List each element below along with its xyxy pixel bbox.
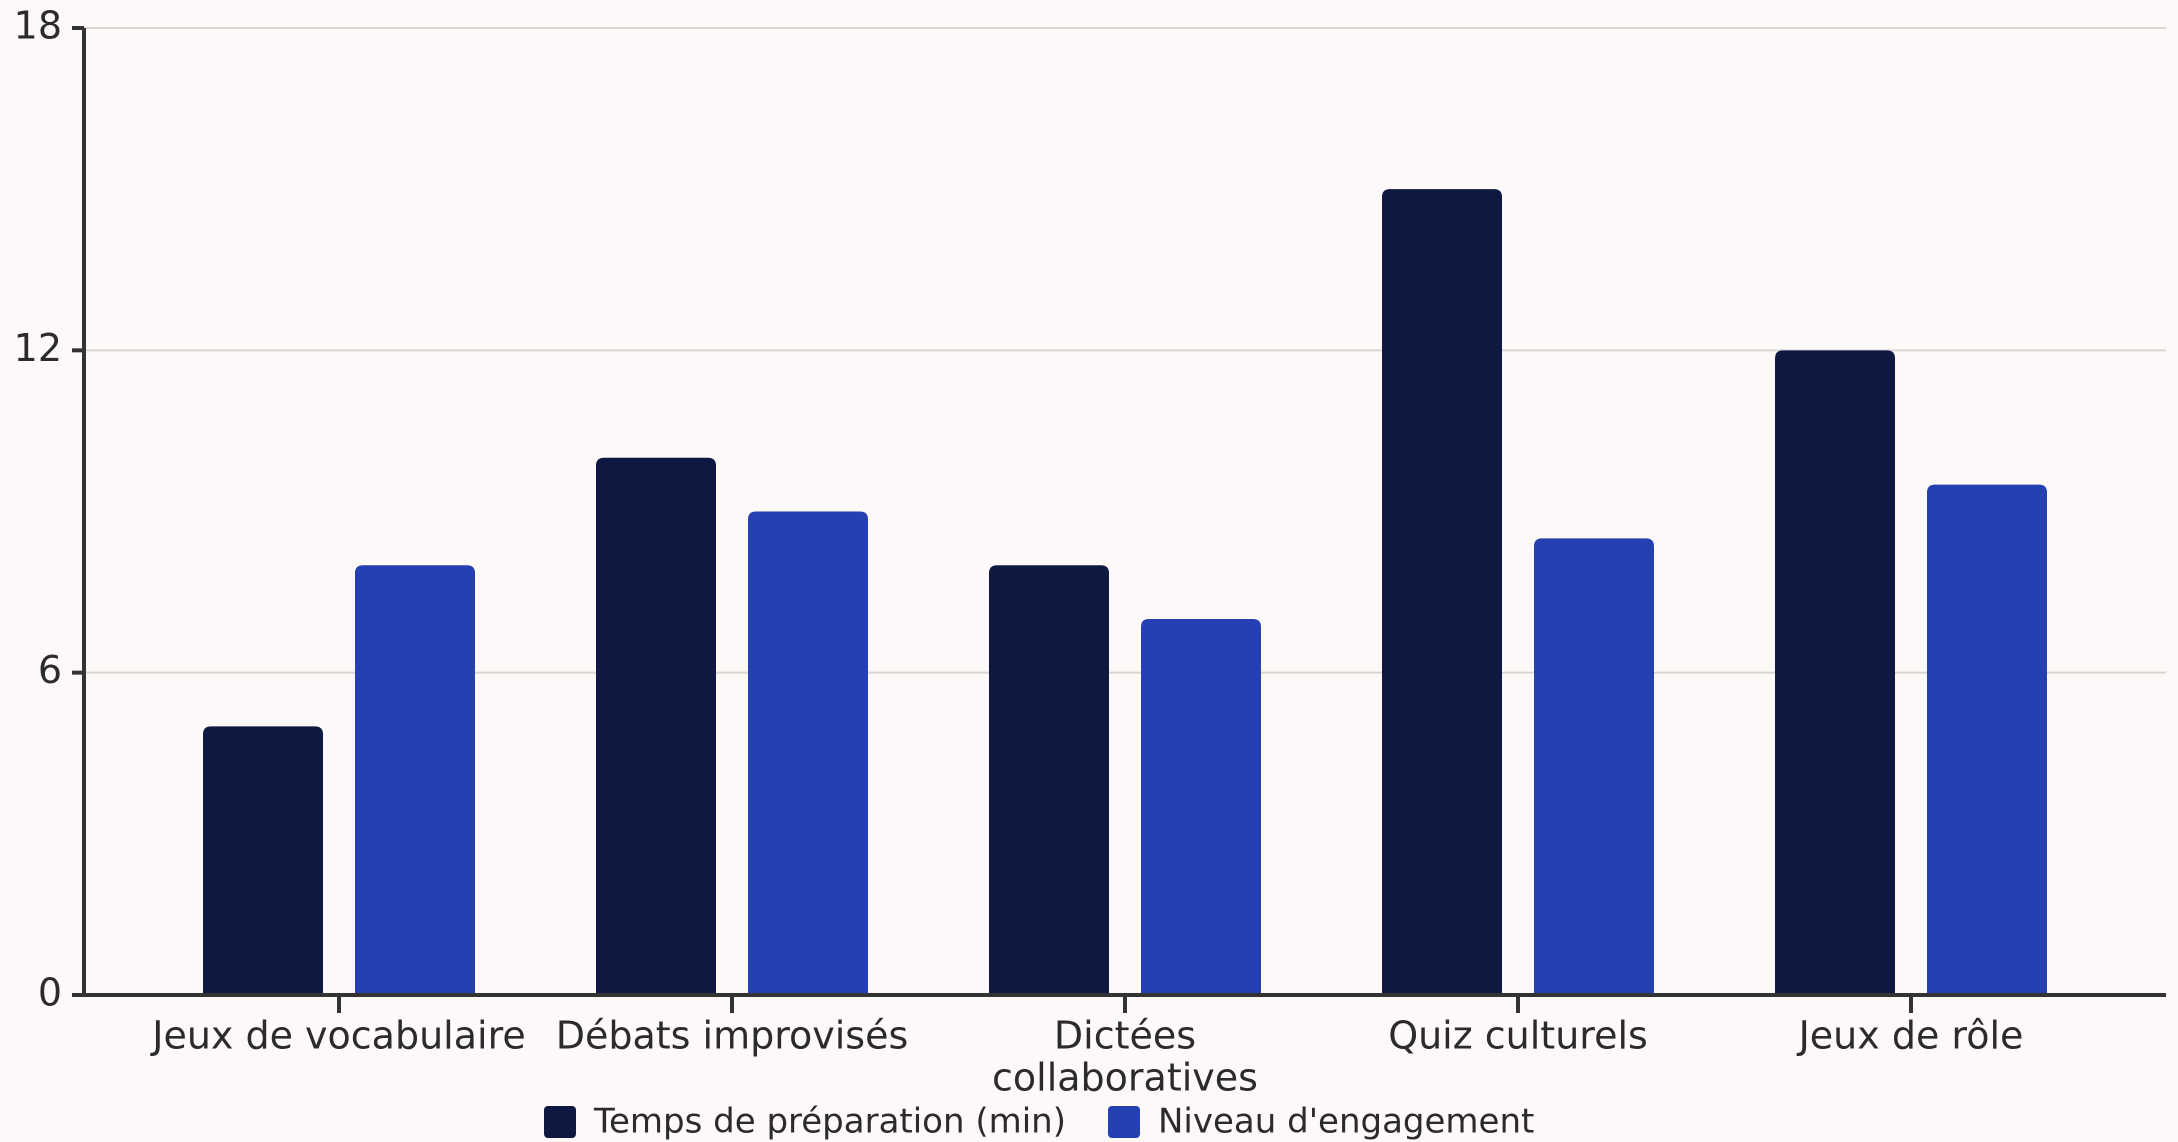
bar xyxy=(1382,189,1502,995)
legend-swatch xyxy=(1108,1106,1140,1138)
bars xyxy=(203,189,2047,995)
bar xyxy=(203,726,323,995)
x-tick-label: Débats improvisés xyxy=(556,1014,909,1058)
bar xyxy=(1141,618,1261,995)
x-tick-label: Quiz culturels xyxy=(1388,1014,1648,1058)
x-tick-label: collaboratives xyxy=(992,1056,1258,1100)
bar xyxy=(1775,350,1895,995)
x-tick-label: Dictées xyxy=(1054,1014,1196,1058)
y-tick-label: 0 xyxy=(38,971,62,1015)
x-tick-label: Jeux de vocabulaire xyxy=(150,1014,526,1058)
legend-label: Temps de préparation (min) xyxy=(593,1102,1066,1142)
bar xyxy=(596,457,716,995)
bar xyxy=(1927,484,2047,995)
bar xyxy=(989,565,1109,995)
bar xyxy=(748,511,868,995)
bar xyxy=(355,565,475,995)
legend: Temps de préparation (min) Niveau d'engag… xyxy=(544,1102,1534,1142)
x-tick-label: Jeux de rôle xyxy=(1797,1014,2024,1058)
axes xyxy=(72,26,2166,1013)
legend-label: Niveau d'engagement xyxy=(1158,1102,1534,1142)
bar xyxy=(1534,538,1654,995)
y-tick-label: 18 xyxy=(14,4,62,48)
legend-swatch xyxy=(544,1106,576,1138)
y-tick-label: 12 xyxy=(14,326,62,370)
labels: 0 6 12 18 Jeux de vocabulaire Débats improvis… xyxy=(14,4,2024,1100)
y-tick-label: 6 xyxy=(38,648,62,692)
